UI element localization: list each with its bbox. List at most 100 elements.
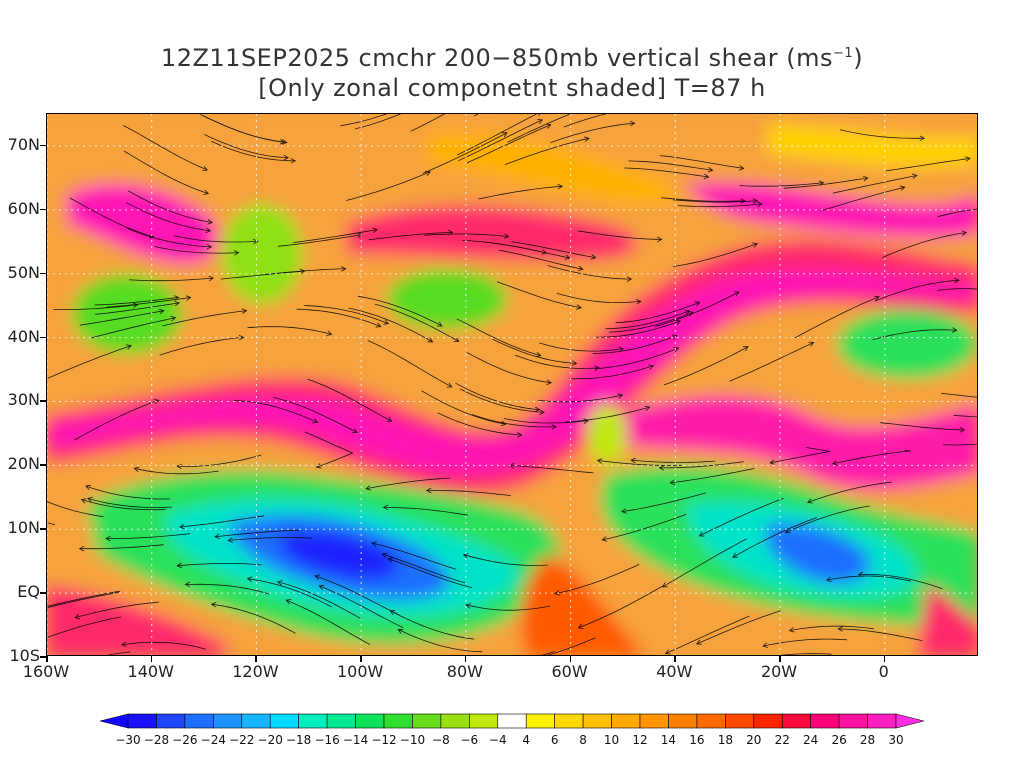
colorbar-tick-label: −4	[488, 733, 507, 747]
streamline-arrow	[626, 276, 633, 282]
lon-tick	[569, 656, 572, 662]
streamline	[615, 301, 700, 323]
streamline	[277, 581, 362, 620]
streamline	[85, 485, 170, 500]
colorbar-tick-label: 4	[522, 733, 531, 747]
lat-tick	[40, 208, 46, 211]
streamline-arrow	[583, 418, 589, 424]
streamline-arrow	[675, 319, 682, 325]
lat-tick	[40, 272, 46, 275]
streamline	[91, 317, 176, 339]
streamline-arrow	[381, 552, 388, 558]
lat-tick	[40, 144, 46, 147]
colorbar-box	[412, 713, 442, 729]
streamline	[346, 171, 431, 201]
streamline	[348, 307, 433, 343]
streamline	[659, 155, 744, 169]
streamline	[550, 122, 635, 143]
streamline	[509, 465, 594, 474]
streamline	[762, 638, 848, 647]
streamline-arrow	[537, 119, 543, 125]
streamline-arrow	[696, 639, 702, 645]
colorbar-tick-label: −20	[257, 733, 283, 747]
streamline-arrow	[503, 233, 510, 239]
colorbar-tick-label: 6	[550, 733, 559, 747]
streamline	[177, 563, 262, 567]
streamline	[278, 234, 363, 247]
streamline-arrow	[132, 302, 139, 308]
streamline-arrow	[594, 365, 600, 371]
streamline	[621, 492, 707, 512]
colorbar-box	[668, 713, 698, 729]
streamline	[304, 431, 354, 468]
streamline	[504, 137, 589, 165]
streamline-arrow	[911, 173, 918, 179]
streamline-arrow	[120, 641, 127, 647]
lat-tick	[40, 400, 46, 402]
streamline	[624, 167, 709, 178]
streamline	[162, 310, 247, 327]
streamline	[677, 203, 762, 208]
streamline	[437, 412, 522, 436]
streamline	[126, 202, 211, 232]
streamline	[466, 124, 551, 164]
streamline	[507, 114, 572, 143]
streamline	[659, 461, 744, 469]
streamline	[388, 558, 473, 589]
streamline-arrow	[80, 498, 87, 504]
streamline	[770, 447, 831, 464]
colorbar-tick-label: −8	[432, 733, 450, 747]
streamline	[459, 388, 545, 413]
streamline	[128, 190, 213, 223]
streamline	[211, 140, 296, 162]
colorbar-box	[810, 713, 840, 729]
streamline-arrow	[788, 627, 795, 633]
streamline-arrow	[371, 541, 377, 547]
streamline-arrow	[105, 535, 111, 542]
colorbar-tick-label: 10	[603, 733, 620, 747]
streamline-arrow	[703, 173, 710, 180]
streamline	[426, 490, 511, 496]
streamline-arrow	[596, 458, 603, 464]
streamline	[696, 610, 781, 645]
streamline	[314, 575, 400, 616]
streamline-arrow	[831, 460, 838, 466]
colorbar-box	[298, 713, 328, 729]
lat-tick	[40, 656, 46, 658]
colorbar-box	[127, 713, 157, 729]
streamline	[296, 308, 381, 327]
streamline	[496, 281, 582, 309]
streamline-arrow	[517, 432, 523, 438]
lon-tick	[464, 656, 467, 662]
streamline-arrow	[644, 405, 651, 411]
colorbar-tick-label: 20	[746, 733, 762, 747]
streamline-arrow	[684, 309, 691, 315]
streamline	[247, 578, 332, 608]
streamline-arrow	[315, 463, 322, 469]
streamline-arrow	[184, 581, 191, 588]
streamline-arrow	[545, 123, 552, 129]
streamline	[785, 505, 870, 533]
lon-label: 60W	[551, 662, 588, 681]
streamline	[382, 553, 467, 584]
streamline-arrow	[762, 642, 768, 648]
streamline	[123, 150, 209, 194]
streamline-arrow	[246, 576, 253, 582]
colorbar-tick-label: −18	[285, 733, 312, 747]
streamline-arrow	[857, 571, 864, 578]
lon-tick	[360, 656, 362, 662]
streamline	[211, 603, 296, 634]
streamline	[53, 304, 138, 310]
streamline-arrow	[629, 120, 636, 127]
streamline-arrow	[176, 463, 182, 470]
colorbar-tick-label: 24	[803, 733, 819, 747]
streamline-arrow	[312, 418, 319, 424]
streamline	[286, 599, 371, 646]
lat-label: 20N	[7, 454, 40, 474]
colorbar-box	[725, 713, 755, 729]
streamline-arrow	[808, 341, 815, 347]
streamline-arrow	[961, 230, 968, 236]
streamline-arrow	[577, 265, 584, 272]
lat-label: 70N	[7, 134, 40, 154]
streamline-arrow	[352, 428, 358, 434]
